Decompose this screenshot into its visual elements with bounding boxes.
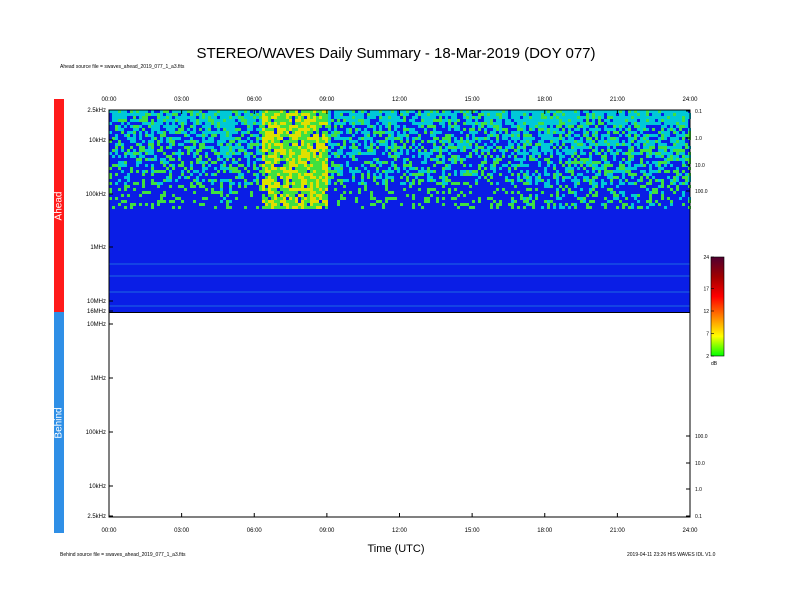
ahead-y-tick-label: 10kHz (89, 138, 106, 144)
colorbar: 2 7 12 17 24 (703, 255, 725, 360)
behind-y-tick-label: 2.5kHz (87, 514, 106, 520)
behind-y-tick-label: 10MHz (87, 322, 106, 328)
plot-axes: 00:00 00:00 03:00 03:00 06:00 06:00 09:00 09:00… (86, 97, 708, 534)
ahead-right-tick-label: 10.0 (695, 163, 705, 169)
colorbar-tick-label: 7 (706, 332, 709, 338)
x-tick-label-bottom: 15:00 (465, 528, 481, 534)
ahead-y-tick-label: 2.5kHz (87, 108, 106, 114)
behind-right-tick-label: 10.0 (695, 461, 705, 467)
ahead-source-note: Ahead source file = swaves_ahead_2019_07… (60, 64, 185, 70)
x-tick-label-bottom: 00:00 (101, 528, 117, 534)
colorbar-tick-label: 17 (703, 287, 709, 293)
ahead-y-tick-label: 1MHz (90, 245, 106, 251)
behind-background (109, 313, 690, 517)
x-tick-label-bottom: 18:00 (537, 528, 553, 534)
behind-source-note: Behind source file = swaves_ahead_2019_0… (60, 552, 186, 558)
x-tick-label-top: 24:00 (682, 97, 698, 103)
x-tick-label-bottom: 09:00 (319, 528, 335, 534)
x-tick-label-bottom: 06:00 (247, 528, 263, 534)
x-tick-label-top: 15:00 (465, 97, 481, 103)
ahead-right-tick-label: 0.1 (695, 109, 702, 115)
x-tick-label-top: 03:00 (174, 97, 190, 103)
ahead-panel-bar: Ahead (54, 99, 65, 312)
ahead-right-tick-label: 1.0 (695, 136, 702, 142)
behind-y-tick-label: 10kHz (89, 484, 106, 490)
ahead-y-tick-label: 16MHz (87, 309, 106, 315)
behind-spectrogram (109, 313, 690, 517)
x-tick-label-bottom: 12:00 (392, 528, 408, 534)
colorbar-tick-label: 24 (703, 255, 709, 261)
colorbar-tick-label: 2 (706, 354, 709, 360)
ahead-y-tick-label: 10MHz (87, 299, 106, 305)
x-tick-label-top: 09:00 (319, 97, 335, 103)
ahead-spectrogram (109, 110, 691, 312)
colorbar-scale (710, 256, 725, 357)
footer-note: 2019-04-11 23:26 HIS WAVES IDL V1.0 (627, 552, 716, 558)
x-axis-label: Time (UTC) (367, 543, 425, 555)
behind-y-tick-label: 1MHz (90, 376, 106, 382)
x-tick-label-bottom: 21:00 (610, 528, 626, 534)
behind-right-tick-label: 100.0 (695, 434, 708, 440)
ahead-y-tick-label: 100kHz (86, 192, 106, 198)
behind-panel-bar: Behind (54, 312, 65, 533)
colorbar-label: dB (711, 361, 718, 367)
x-tick-label-top: 12:00 (392, 97, 408, 103)
behind-right-tick-label: 0.1 (695, 514, 702, 520)
colorbar-tick-label: 12 (703, 309, 709, 315)
chart-title: STEREO/WAVES Daily Summary - 18-Mar-2019… (196, 45, 596, 62)
x-tick-label-top: 18:00 (537, 97, 553, 103)
x-tick-label-top: 21:00 (610, 97, 626, 103)
x-tick-label-top: 00:00 (101, 97, 117, 103)
behind-right-tick-label: 1.0 (695, 487, 702, 493)
ahead-right-tick-label: 100.0 (695, 189, 708, 195)
behind-y-tick-label: 100kHz (86, 430, 106, 436)
x-tick-label-bottom: 24:00 (682, 528, 698, 534)
x-tick-label-bottom: 03:00 (174, 528, 190, 534)
x-tick-label-top: 06:00 (247, 97, 263, 103)
